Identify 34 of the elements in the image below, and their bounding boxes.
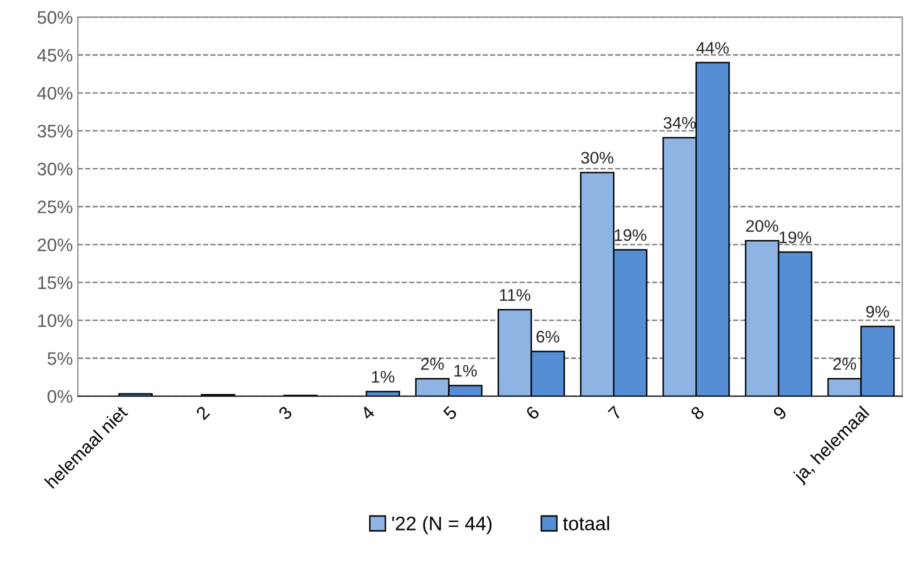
- y-tick-label: 5%: [48, 352, 72, 365]
- data-label: 1%: [372, 371, 394, 383]
- legend-label: totaal: [563, 516, 609, 530]
- x-tick-label: 4: [360, 405, 376, 421]
- data-label: 19%: [780, 231, 812, 244]
- x-tick-label: 2: [195, 405, 210, 420]
- x-tick-label: 7: [608, 406, 622, 420]
- data-label: 9%: [866, 306, 889, 318]
- y-tick-label: 50%: [38, 11, 72, 24]
- x-tick-label: 9: [772, 405, 788, 420]
- data-label: 30%: [581, 152, 614, 164]
- y-tick-label: 40%: [37, 86, 72, 100]
- y-tick-label: 10%: [38, 314, 72, 328]
- legend-label: '22 (N = 44): [392, 516, 492, 534]
- data-label: 6%: [536, 330, 560, 343]
- data-label: 2%: [833, 358, 856, 370]
- x-tick-label: 8: [690, 405, 705, 420]
- x-tick-label: 3: [278, 405, 293, 420]
- y-tick-label: 25%: [38, 200, 72, 214]
- data-label: 44%: [696, 42, 729, 54]
- y-tick-label: 0%: [48, 390, 72, 403]
- data-label: 1%: [454, 364, 477, 377]
- data-label: 34%: [664, 116, 696, 129]
- x-tick-label: 5: [442, 405, 458, 420]
- y-tick-label: 45%: [37, 49, 72, 62]
- y-tick-label: 20%: [38, 238, 72, 252]
- x-tick-label: 6: [525, 405, 540, 420]
- data-label: 2%: [421, 358, 444, 370]
- y-tick-label: 15%: [38, 276, 72, 290]
- data-label: 20%: [746, 220, 778, 232]
- data-label: 19%: [614, 229, 646, 241]
- y-tick-label: 30%: [38, 162, 72, 176]
- y-tick-label: 35%: [38, 124, 72, 138]
- data-label: 11%: [500, 289, 530, 301]
